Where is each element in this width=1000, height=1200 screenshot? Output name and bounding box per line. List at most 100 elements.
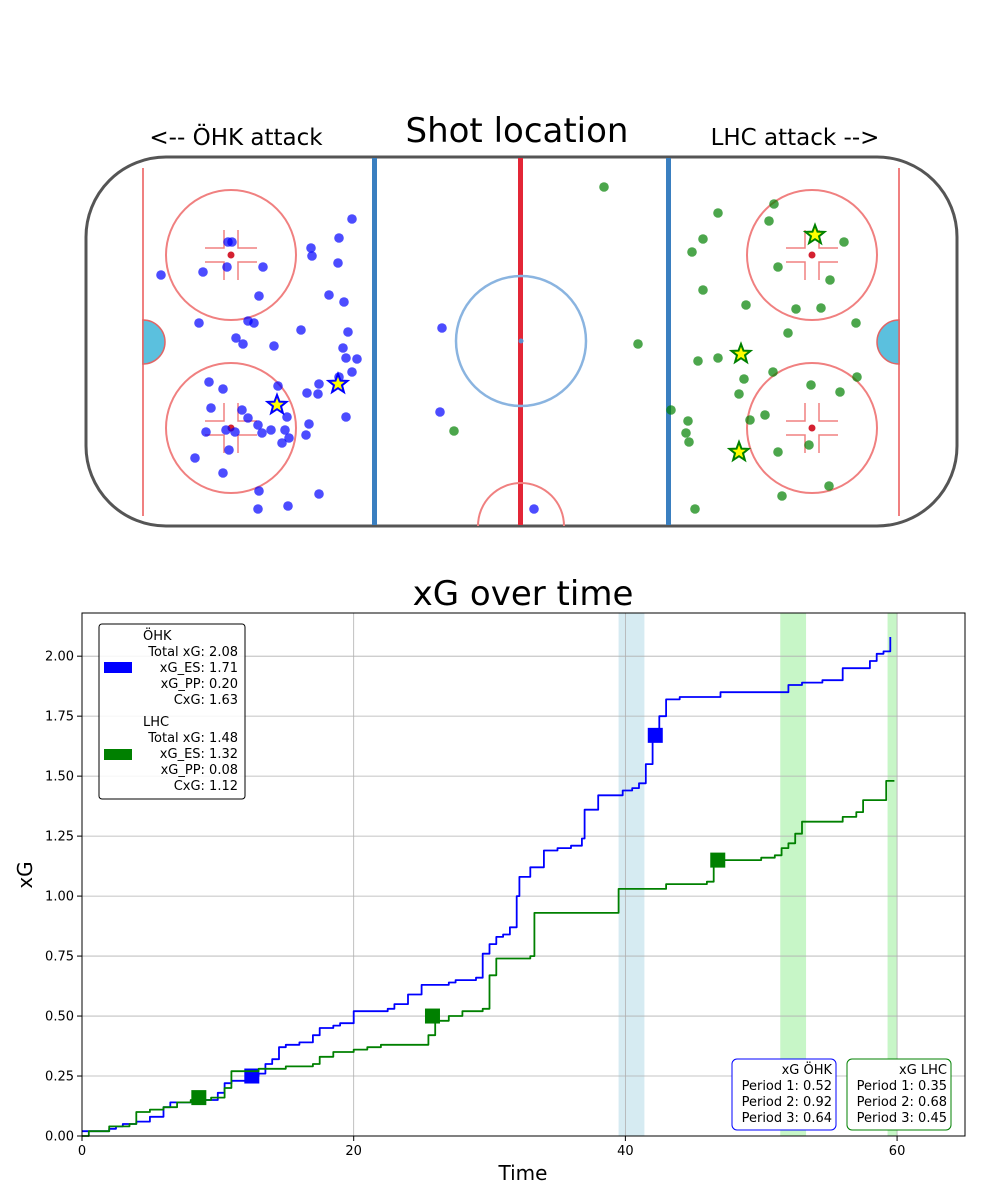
lhc-shot-marker (835, 387, 845, 397)
y-tick-label: 0.00 (45, 1130, 74, 1145)
ohk-shot-marker (206, 403, 216, 413)
lhc-goal-star (728, 341, 754, 365)
shaded-period-region (780, 613, 807, 1136)
legend-lhc-line-1: LHC (143, 715, 169, 730)
center-faceoff-dot (518, 338, 524, 344)
ohk-shot-marker (253, 504, 263, 514)
lhc-shot-marker (764, 216, 774, 226)
period-ohk-p1: Period 1: 0.52 (742, 1079, 832, 1094)
legend-ohk-line-1: ÖHK (143, 627, 172, 644)
period-lhc-p3: Period 3: 0.45 (857, 1111, 947, 1126)
chart-title: xG over time (413, 574, 634, 614)
ohk-shot-marker (324, 290, 334, 300)
ohk-shot-marker (201, 427, 211, 437)
x-tick-label: 60 (889, 1144, 906, 1159)
legend-ohk-line-4: xG_PP: 0.20 (161, 677, 238, 692)
ohk-shot-marker (222, 262, 232, 272)
shaded-period-region (887, 613, 898, 1136)
period-box-lhc: xG LHC Period 1: 0.35 Period 2: 0.68 Per… (846, 1058, 952, 1131)
ohk-shot-marker (254, 486, 264, 496)
lhc-shot-marker (816, 303, 826, 313)
lhc-shot-marker (449, 426, 459, 436)
ohk-shot-marker (227, 237, 237, 247)
ohk-shot-marker (304, 419, 314, 429)
lhc-shot-marker (713, 353, 723, 363)
lhc-shot-marker (633, 339, 643, 349)
ohk-shot-marker (352, 354, 362, 364)
lhc-shot-marker (777, 491, 787, 501)
lhc-goal-star (726, 439, 752, 463)
lhc-shot-marker (683, 416, 693, 426)
lhc-shot-marker (825, 275, 835, 285)
period-ohk-title: xG ÖHK (782, 1061, 833, 1078)
ohk-shot-marker (343, 327, 353, 337)
rink-panel: Shot location <-- ÖHK attack LHC attack … (84, 111, 959, 528)
period-lhc-p2: Period 2: 0.68 (857, 1095, 947, 1110)
lhc-shot-marker (690, 504, 700, 514)
ohk-shot-marker (249, 318, 259, 328)
ohk-shot-marker (338, 343, 348, 353)
goal-marker-ohk (647, 727, 663, 743)
lhc-shot-marker (713, 208, 723, 218)
period-ohk-p2: Period 2: 0.92 (742, 1095, 832, 1110)
lhc-shot-marker (681, 428, 691, 438)
rink-title: Shot location (406, 111, 629, 151)
faceoff-circle-right-bottom (746, 362, 878, 494)
lhc-shot-marker (666, 405, 676, 415)
ohk-shot-marker (314, 489, 324, 499)
ohk-shot-marker (254, 291, 264, 301)
ohk-shot-marker (341, 412, 351, 422)
ohk-shot-marker (238, 339, 248, 349)
xg-chart: xG over time 0 20 40 60 0.00 0.25 0.50 0.75 1.00… (13, 574, 966, 1185)
faceoff-circle-left-top (165, 189, 297, 321)
lhc-shot-marker (804, 440, 814, 450)
ohk-shot-marker (339, 297, 349, 307)
legend-swatch-ohk (104, 662, 132, 673)
ohk-goal-star (264, 392, 290, 416)
lhc-shot-marker (852, 372, 862, 382)
ohk-shot-marker (269, 341, 279, 351)
lhc-shot-marker (698, 234, 708, 244)
ohk-shot-marker (156, 270, 166, 280)
ohk-shot-marker (341, 353, 351, 363)
ohk-shot-marker (277, 438, 287, 448)
ohk-shot-marker (194, 318, 204, 328)
lhc-shot-marker (741, 300, 751, 310)
series-line-ohk (82, 637, 892, 1133)
lhc-shot-marker (851, 318, 861, 328)
lhc-shot-marker (769, 199, 779, 209)
legend-lhc-line-4: xG_PP: 0.08 (161, 763, 238, 778)
period-box-ohk: xG ÖHK Period 1: 0.52 Period 2: 0.92 Per… (731, 1058, 837, 1131)
y-axis-label: xG (13, 861, 37, 888)
legend-swatch-lhc (104, 749, 132, 760)
lhc-shot-marker (684, 437, 694, 447)
referee-crease (477, 482, 565, 527)
period-box-lhc-frame (846, 1058, 952, 1131)
ohk-shot-marker (284, 433, 294, 443)
ohk-shot-marker (218, 468, 228, 478)
ohk-shot-marker (307, 251, 317, 261)
ohk-shot-marker (435, 407, 445, 417)
legend-lhc-line-3: xG_ES: 1.32 (160, 747, 238, 762)
period-box-ohk-frame (731, 1058, 837, 1131)
goal-crease-left (142, 319, 166, 365)
legend-ohk-line-5: CxG: 1.63 (174, 693, 238, 708)
legend-box (98, 623, 246, 800)
blue-line-left (372, 158, 377, 525)
ohk-shot-marker (257, 428, 267, 438)
rink-shot-markers (156, 182, 862, 514)
lhc-shot-marker (773, 262, 783, 272)
chart-series (82, 637, 895, 1137)
y-tick-label: 1.00 (45, 890, 74, 905)
x-tick-label: 40 (617, 1144, 634, 1159)
chart-ticks: 0 20 40 60 0.00 0.25 0.50 0.75 1.00 1.25 1.50 1.75 2… (45, 650, 905, 1159)
lhc-shot-marker (760, 410, 770, 420)
ohk-shot-marker (347, 367, 357, 377)
legend-ohk-line-2: Total xG: 2.08 (147, 645, 238, 660)
lhc-shot-marker (773, 447, 783, 457)
chart-shaded-regions (618, 613, 898, 1136)
ohk-shot-marker (296, 325, 306, 335)
y-tick-label: 0.25 (45, 1070, 74, 1085)
ohk-shot-marker (258, 262, 268, 272)
